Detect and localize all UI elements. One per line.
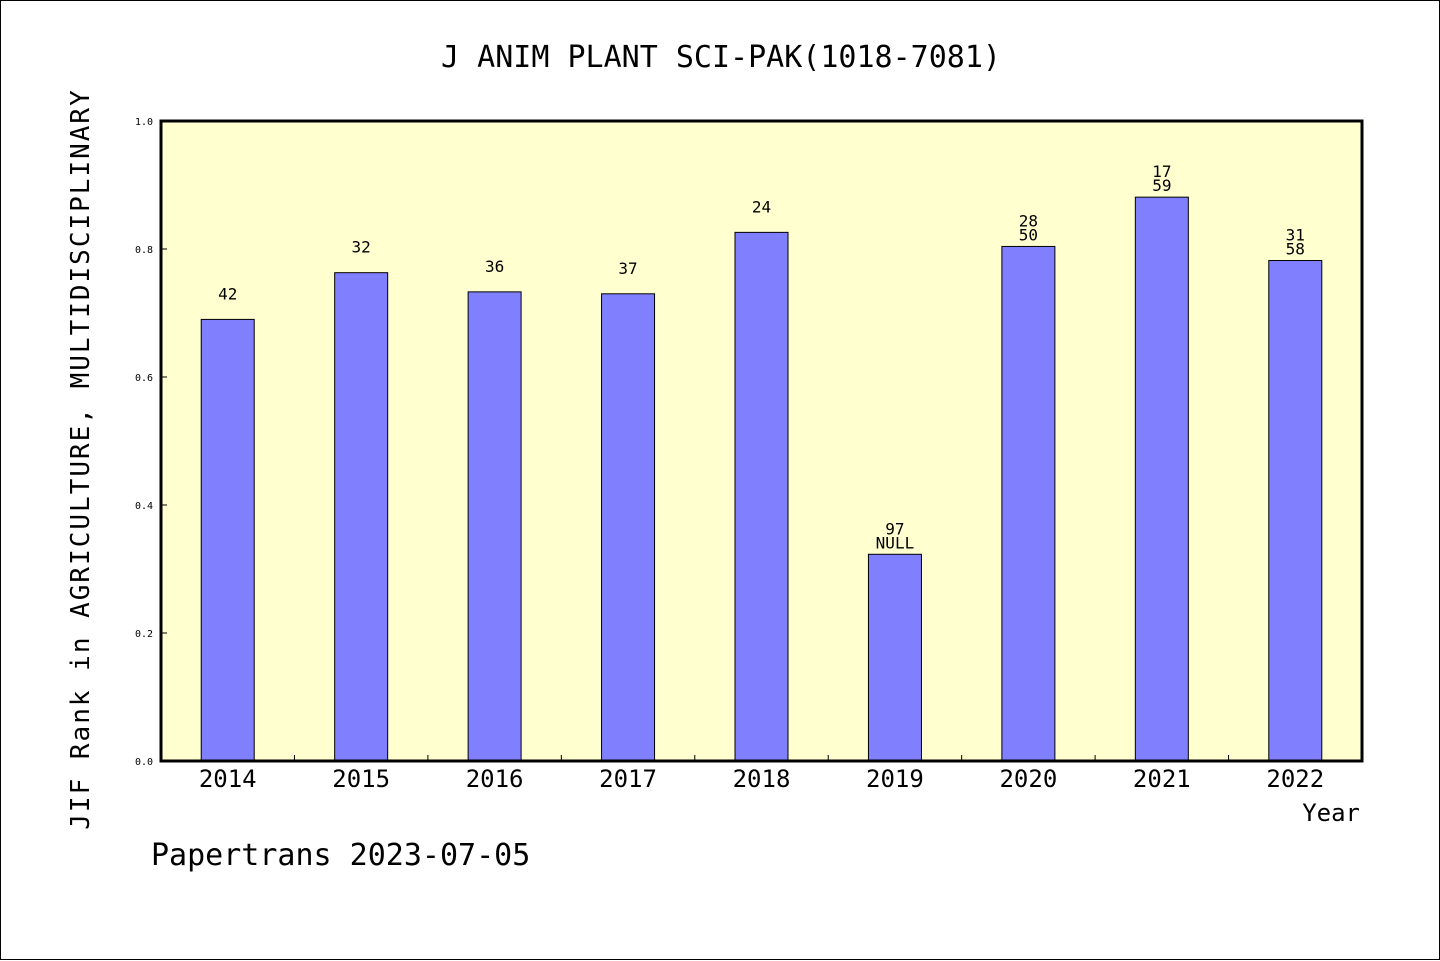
y-tick-label: 0.0 [135, 757, 153, 768]
data-label-2022: 58 [1286, 240, 1305, 259]
plot-border [159, 119, 1364, 763]
x-ticks: 2014 2015 2016 2017 2018 2019 2020 2021 2022 [199, 755, 1324, 793]
y-tick-label: 1.0 [135, 117, 153, 128]
data-label-2014: 42 [218, 284, 237, 303]
bar-2018 [734, 231, 789, 762]
data-label-top-2019: 97 [885, 519, 904, 538]
bar-2022 [1268, 260, 1323, 762]
y-tick-label: 0.2 [135, 629, 153, 640]
x-tick-label-2021: 2021 [1133, 765, 1191, 793]
data-label-2021: 59 [1152, 176, 1171, 195]
x-tick-label-2014: 2014 [199, 765, 257, 793]
data-label-2019: NULL [876, 533, 915, 552]
x-tick-label-2016: 2016 [466, 765, 524, 793]
x-tick-label-2019: 2019 [866, 765, 924, 793]
bar-2021 [1134, 196, 1189, 762]
data-label-2018: 24 [752, 197, 771, 216]
y-tick-label: 0.4 [135, 501, 153, 512]
data-label-2020: 50 [1019, 225, 1038, 244]
x-tick-label-2022: 2022 [1266, 765, 1324, 793]
bar-2020 [1001, 245, 1056, 762]
bar-2015 [334, 272, 389, 762]
x-tick-label-2015: 2015 [332, 765, 390, 793]
data-label-top-2020: 28 [1019, 211, 1038, 230]
data-label-2015: 32 [352, 238, 371, 257]
x-tick-label-2018: 2018 [733, 765, 791, 793]
y-axis-label: JIF Rank in AGRICULTURE, MULTIDISCIPLINA… [66, 88, 96, 829]
data-label-top-2022: 31 [1286, 226, 1305, 245]
y-tick-label: 0.8 [135, 245, 153, 256]
bar-2017 [601, 293, 656, 762]
y-tick-label: 0.6 [135, 373, 153, 384]
data-label-top-2021: 17 [1152, 162, 1171, 181]
bar-2019 [867, 553, 922, 762]
data-label-2017: 37 [618, 259, 637, 278]
data-label-2016: 36 [485, 257, 504, 276]
chart-title: J ANIM PLANT SCI-PAK(1018-7081) [441, 40, 1001, 75]
bar-2014 [200, 318, 255, 762]
x-tick-label-2020: 2020 [999, 765, 1057, 793]
bars-layer [200, 196, 1323, 762]
x-axis-label: Year [1302, 799, 1360, 827]
x-tick-label-2017: 2017 [599, 765, 657, 793]
bar-2016 [467, 291, 522, 762]
footer-text: Papertrans 2023-07-05 [151, 838, 530, 873]
